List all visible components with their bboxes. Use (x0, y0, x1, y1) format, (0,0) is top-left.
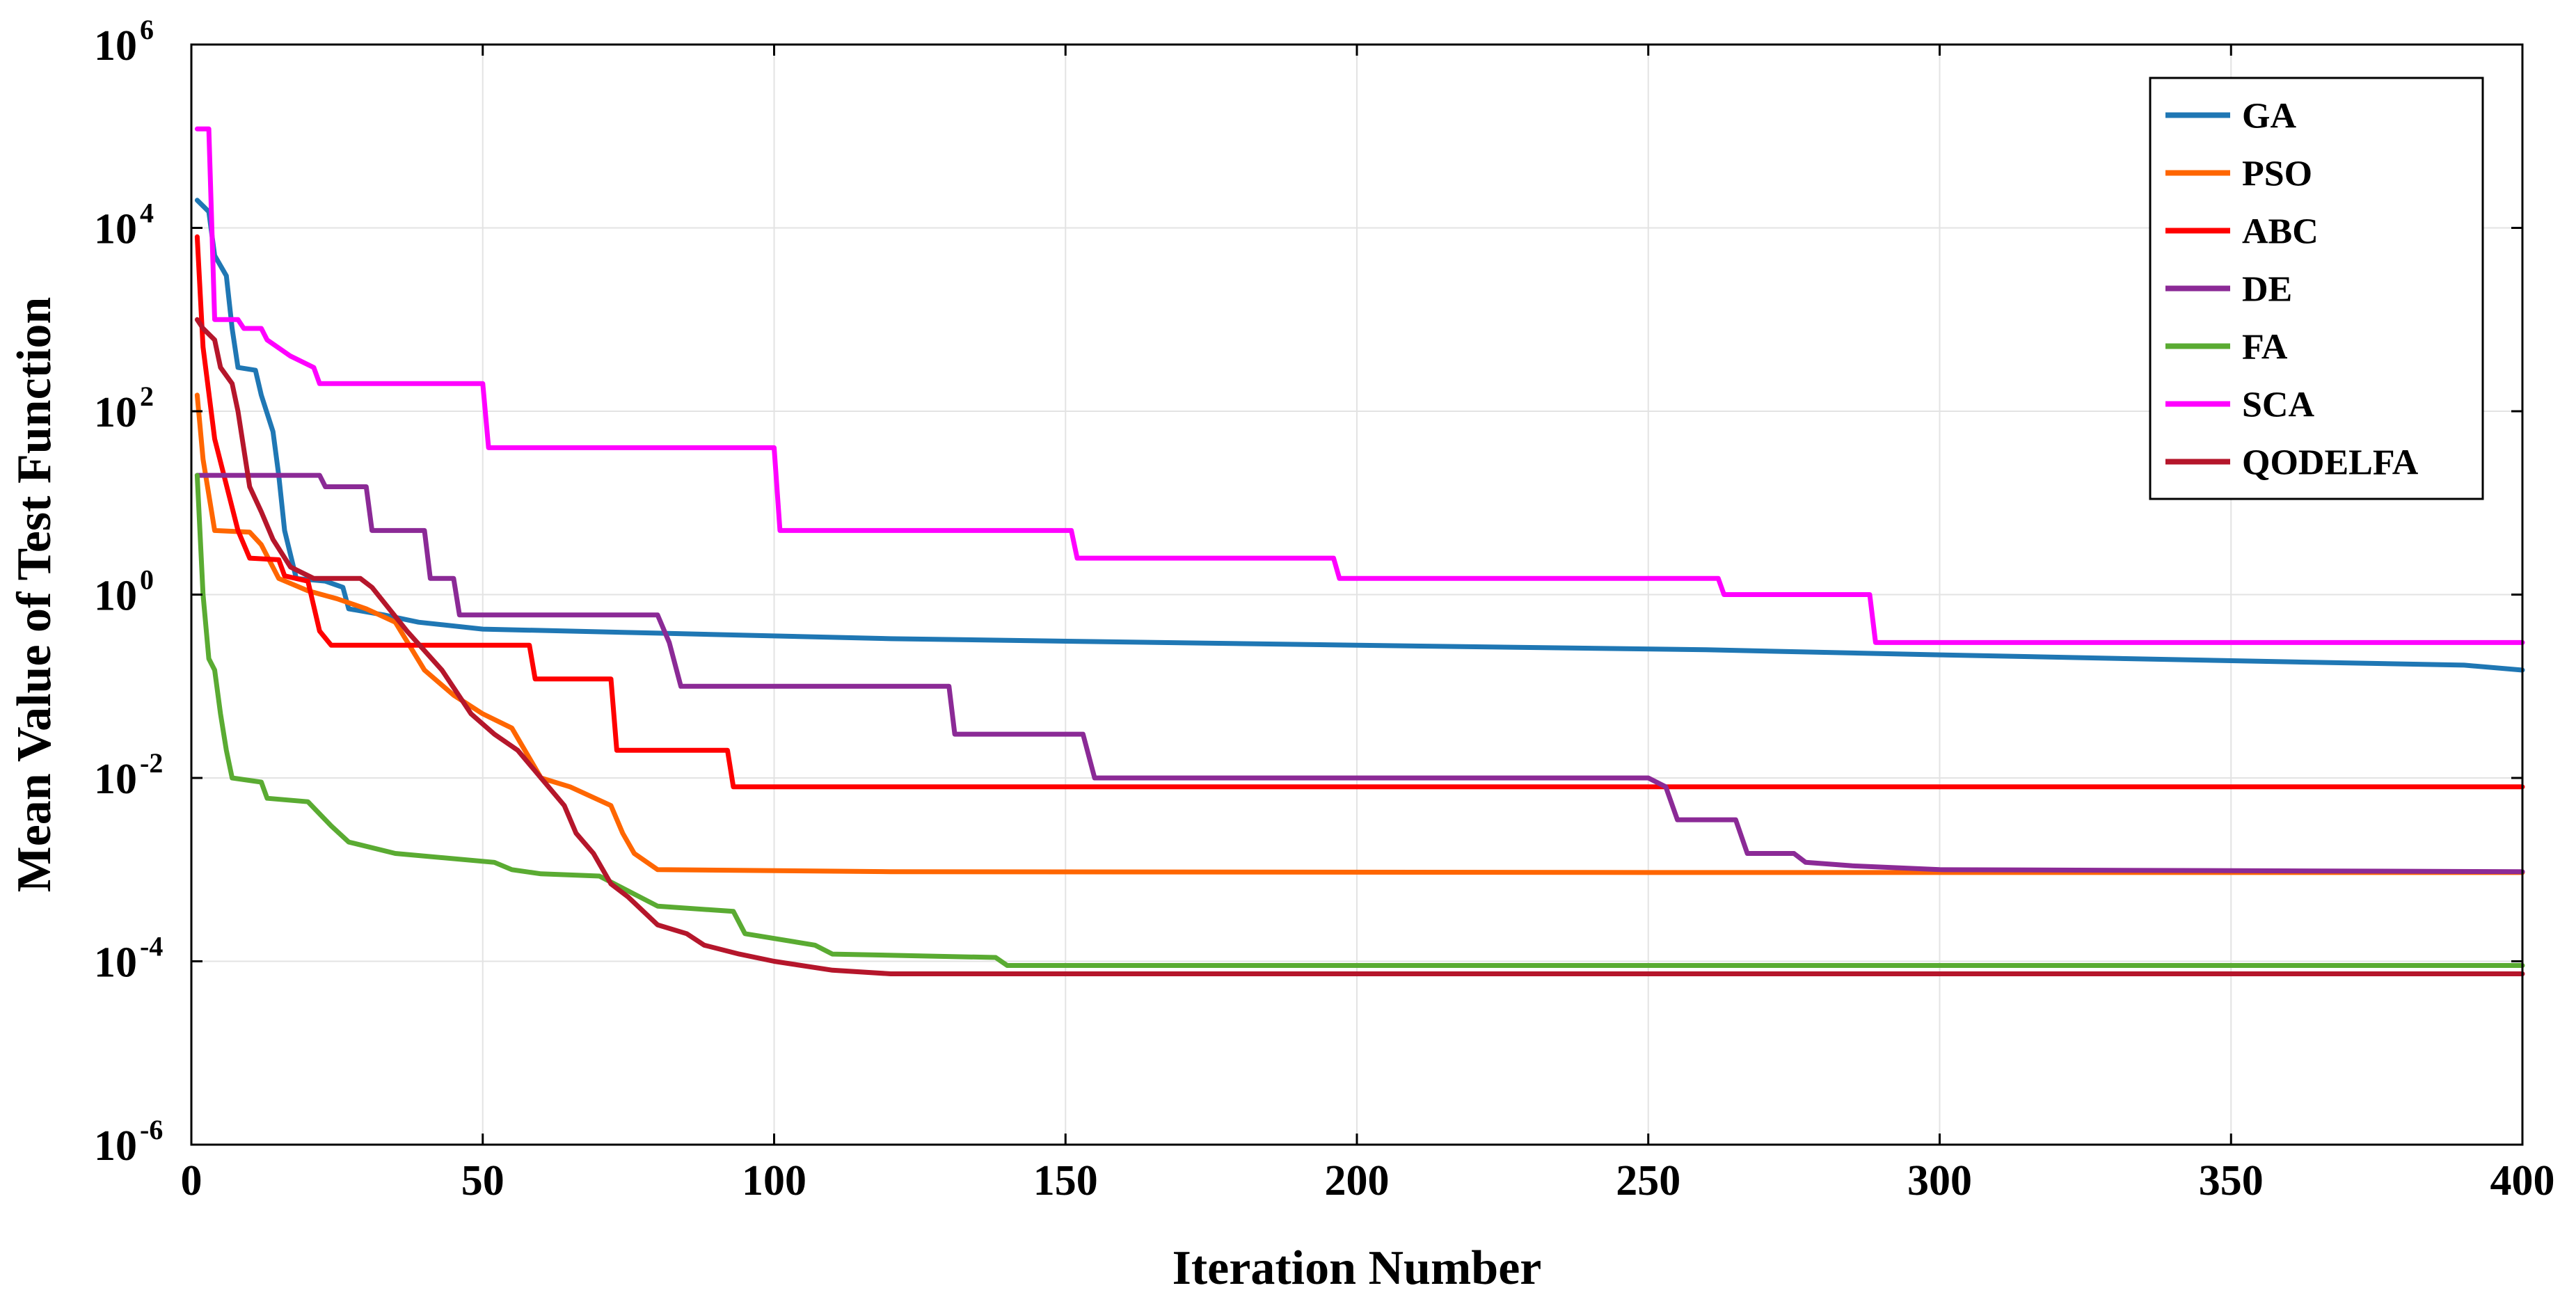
x-axis-ticks: 0 50 100 150 200 250 300 350 400 (181, 45, 2555, 1204)
x-tick-label: 0 (181, 1157, 202, 1204)
y-tick-label: 10 (94, 573, 137, 620)
y-tick-exponent: 6 (140, 14, 154, 45)
x-tick-label: 200 (1325, 1157, 1390, 1204)
grid-layer (191, 45, 2522, 1145)
legend-label: QODELFA (2242, 443, 2419, 483)
legend-label: GA (2242, 97, 2296, 136)
legend-label: SCA (2242, 385, 2314, 425)
legend-label: ABC (2242, 212, 2319, 252)
x-tick-label: 100 (742, 1157, 806, 1204)
legend-label: PSO (2242, 154, 2312, 194)
legend: GA PSO ABC DE FA SCA QODELFA (2149, 77, 2484, 500)
y-tick-label: 10 (94, 939, 137, 987)
x-axis-title: Iteration Number (1172, 1241, 1542, 1295)
y-tick-label: 10 (94, 756, 137, 803)
series-line-qodelfa (194, 317, 2525, 976)
y-tick-label: 10 (94, 206, 137, 253)
x-tick-label: 350 (2199, 1157, 2264, 1204)
series-line-pso (194, 392, 2525, 875)
x-tick-label: 300 (1907, 1157, 1972, 1204)
series-line-fa (194, 472, 2525, 968)
series-line-ga (194, 198, 2525, 673)
x-tick-label: 150 (1033, 1157, 1098, 1204)
y-tick-exponent: -6 (140, 1114, 163, 1145)
series-line-abc (194, 234, 2525, 790)
y-tick-exponent: 4 (140, 198, 154, 229)
y-tick-exponent: 0 (140, 564, 154, 596)
x-tick-label: 250 (1616, 1157, 1680, 1204)
series-line-de (194, 472, 2525, 875)
y-tick-exponent: -4 (140, 931, 163, 962)
legend-label: DE (2242, 270, 2292, 310)
y-tick-exponent: 2 (140, 381, 154, 412)
x-tick-label: 400 (2490, 1157, 2555, 1204)
y-axis-title: Mean Value of Test Function (8, 297, 61, 893)
y-tick-label: 10 (94, 389, 137, 436)
y-tick-exponent: -2 (140, 747, 163, 779)
x-tick-label: 50 (461, 1157, 504, 1204)
legend-label: FA (2242, 328, 2288, 367)
y-tick-label: 10 (94, 1122, 137, 1170)
series-layer (194, 126, 2525, 976)
y-tick-label: 10 (94, 22, 137, 70)
series-line-sca (194, 126, 2525, 645)
